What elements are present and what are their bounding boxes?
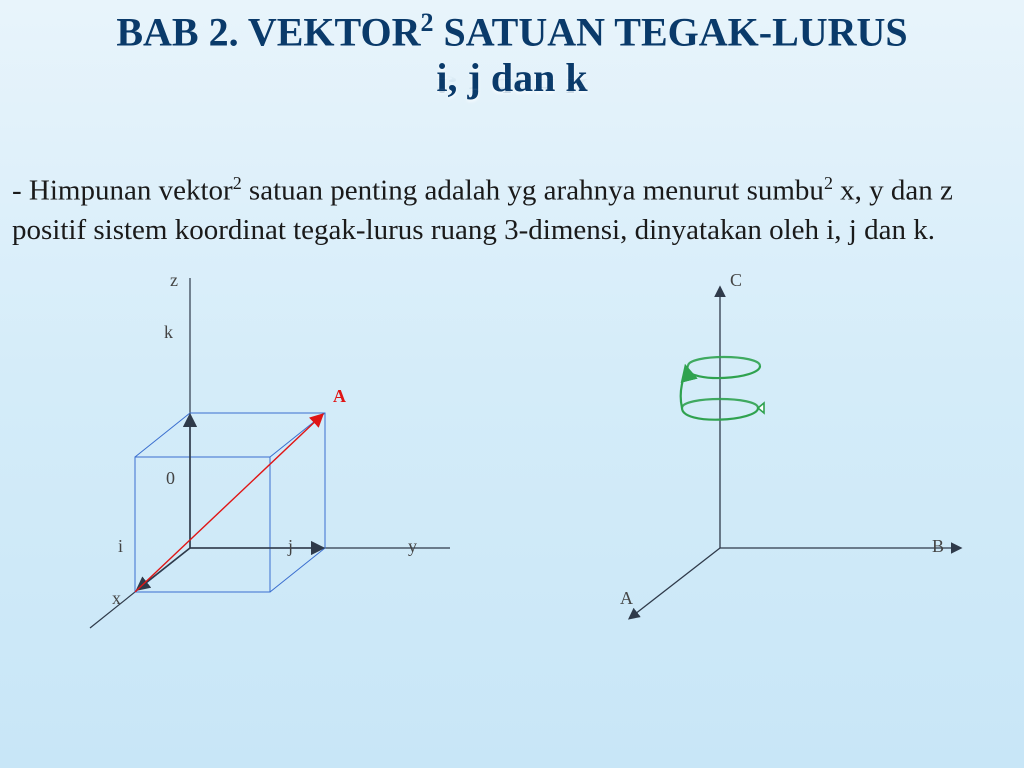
body-paragraph: - Himpunan vektor2 satuan penting adalah…	[12, 171, 1006, 250]
curl-arrows	[681, 357, 764, 420]
label-z: z	[170, 270, 178, 291]
label-a: A	[620, 588, 633, 609]
slide-title: BAB 2. VEKTOR2 SATUAN TEGAK-LURUS i, j d…	[0, 0, 1024, 143]
title-post: SATUAN TEGAK-LURUS	[434, 9, 908, 54]
para-sup1: 2	[233, 173, 242, 193]
title-line-1: BAB 2. VEKTOR2 SATUAN TEGAK-LURUS	[0, 8, 1024, 55]
unit-vector-cube-diagram: z k A 0 i j y x	[70, 258, 490, 648]
a-vector	[135, 415, 322, 592]
title-pre: BAB 2. VEKTOR	[116, 9, 420, 54]
label-k: k	[164, 322, 173, 343]
title-sup: 2	[421, 8, 434, 37]
label-x: x	[112, 588, 121, 609]
para-sup2: 2	[824, 173, 833, 193]
label-zero: 0	[166, 468, 175, 489]
label-y: y	[408, 536, 417, 557]
diagram-area: z k A 0 i j y x	[0, 258, 1024, 698]
label-j: j	[288, 536, 293, 557]
right-hand-rule-diagram: C B A	[560, 258, 980, 648]
label-c: C	[730, 270, 742, 291]
para-seg2: satuan penting adalah yg arahnya menurut…	[242, 175, 824, 207]
i-vector	[138, 548, 190, 589]
para-dash: -	[12, 175, 29, 207]
title-reflection: i, j dan k	[0, 74, 1024, 97]
label-i: i	[118, 536, 123, 557]
left-diagram-svg	[70, 258, 490, 648]
a-axis	[630, 548, 720, 618]
label-a-red: A	[333, 386, 346, 407]
label-b: B	[932, 536, 944, 557]
para-seg1: Himpunan vektor	[29, 175, 233, 207]
